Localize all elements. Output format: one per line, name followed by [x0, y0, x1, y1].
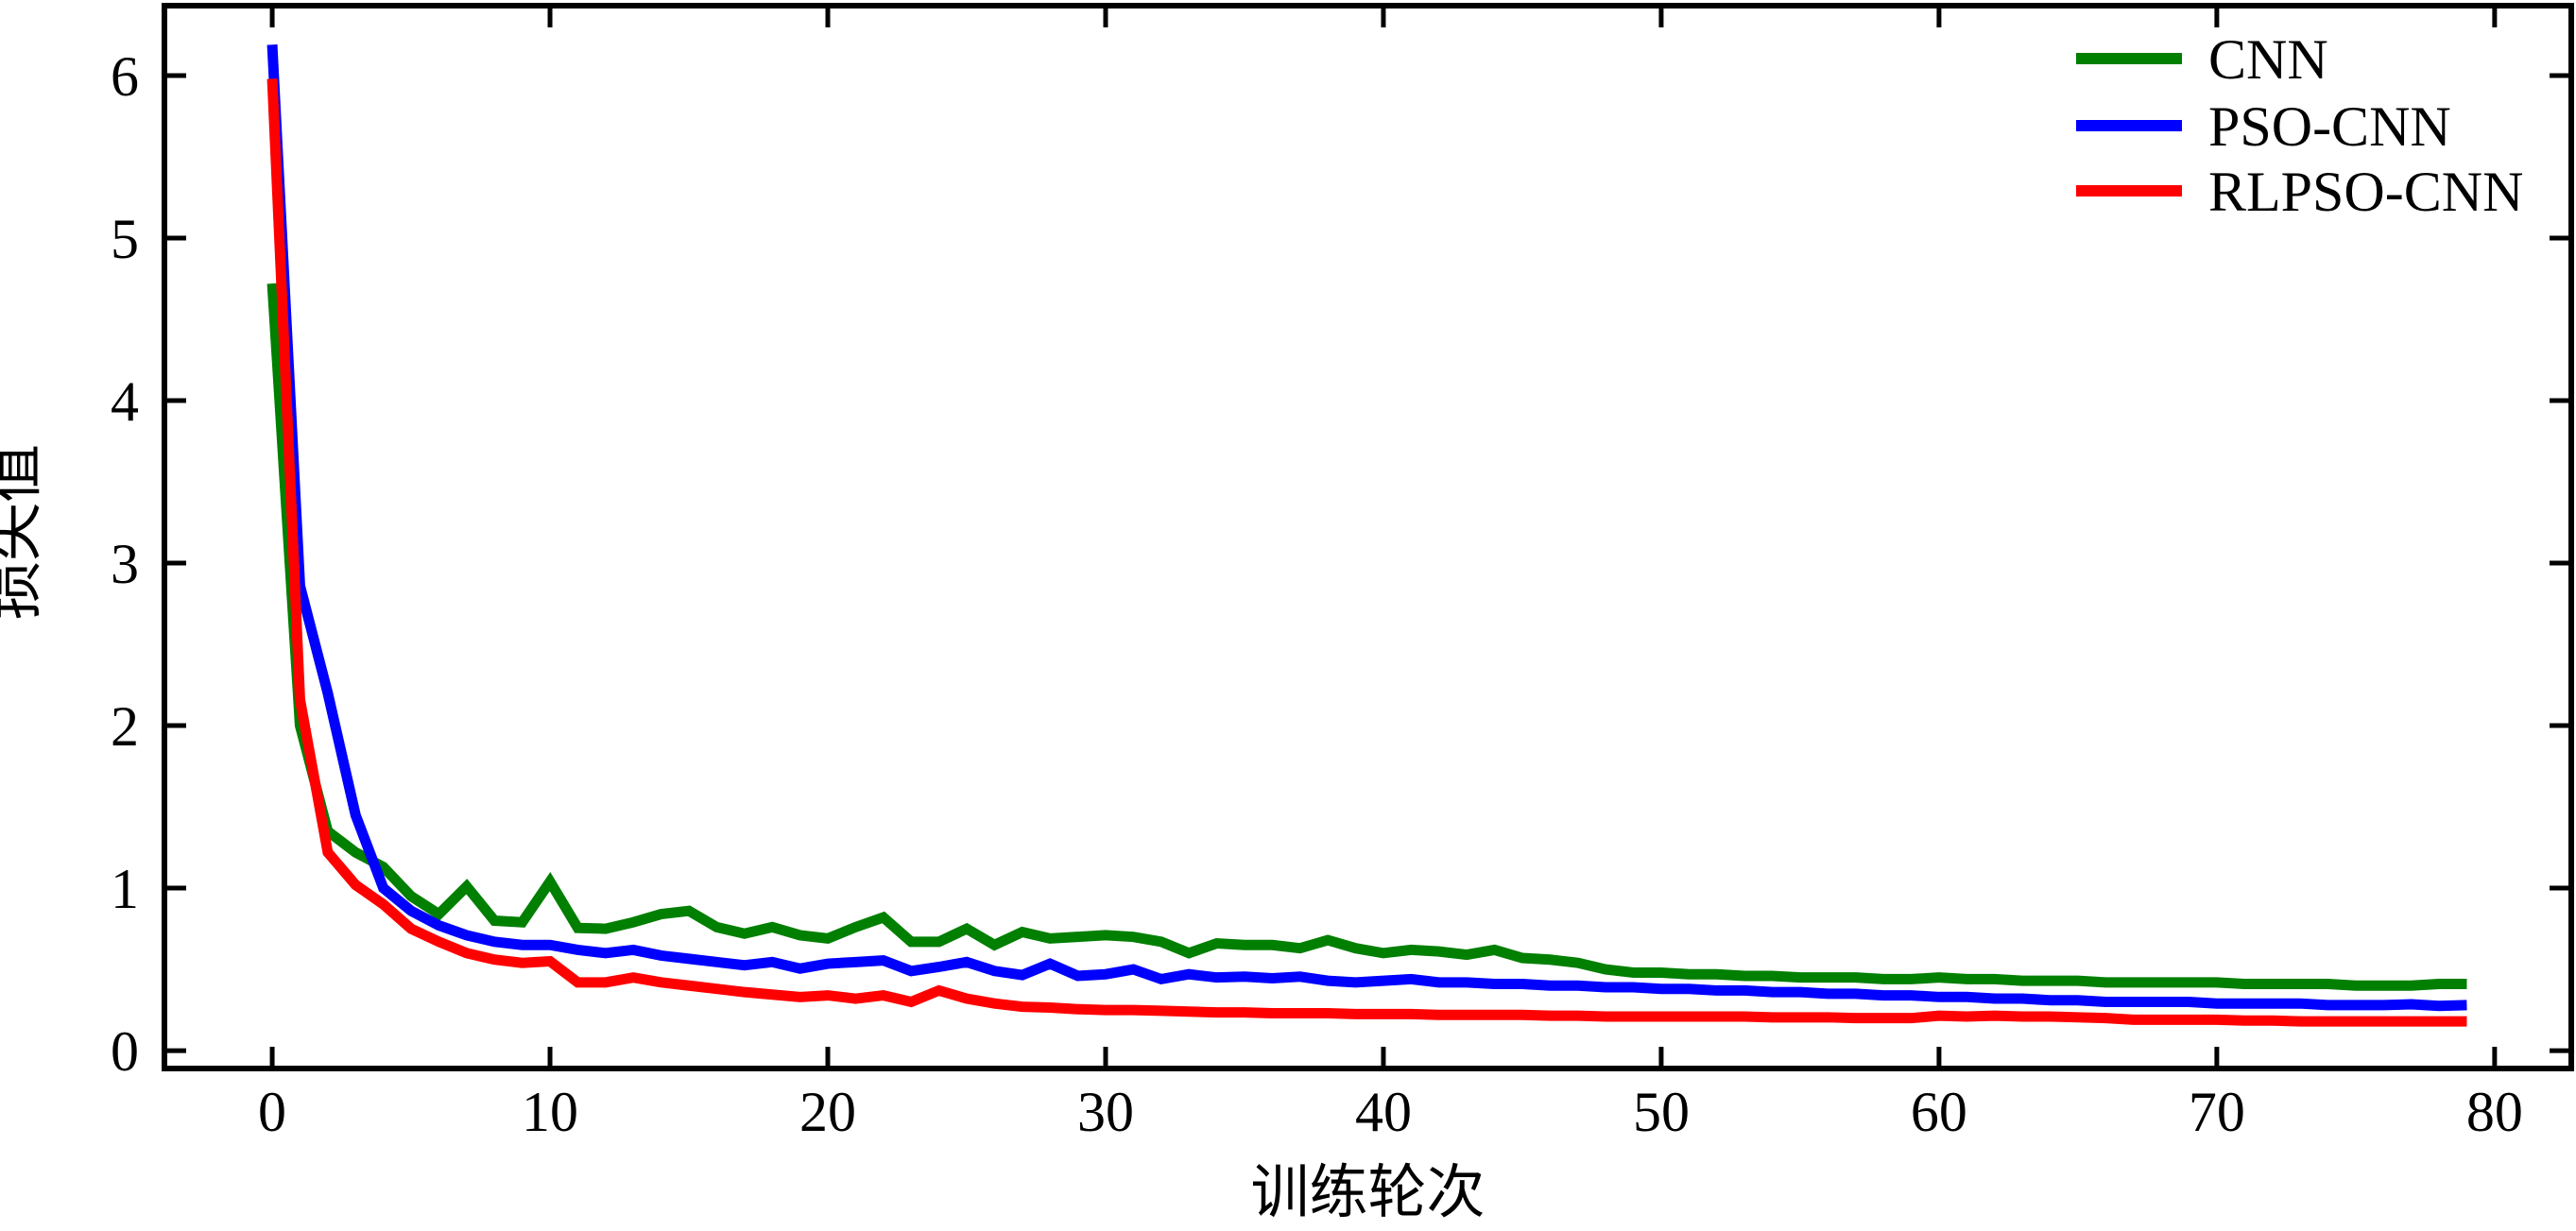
x-tick-label-20: 20 [799, 1081, 856, 1143]
y-tick-label-4: 4 [111, 370, 139, 433]
y-tick-label-1: 1 [111, 858, 139, 920]
series-lines [266, 44, 2467, 1027]
legend-item-RLPSO-CNN: RLPSO-CNN [2076, 161, 2523, 223]
y-tick-label-5: 5 [111, 208, 139, 270]
y-axis-title: 损失值 [0, 444, 47, 620]
y-tick-label-0: 0 [111, 1020, 139, 1083]
legend-label-CNN: CNN [2208, 28, 2328, 91]
x-tick-label-30: 30 [1077, 1081, 1134, 1143]
x-tick-label-40: 40 [1355, 1081, 1412, 1143]
series-line-RLPSO-CNN [266, 78, 2467, 1027]
legend-item-PSO-CNN: PSO-CNN [2076, 95, 2451, 158]
x-axis-title: 训练轮次 [1250, 1161, 1485, 1225]
plot-frame [162, 3, 2574, 1071]
legend-label-PSO-CNN: PSO-CNN [2208, 95, 2451, 158]
x-tick-label-10: 10 [522, 1081, 578, 1143]
axis-titles: 训练轮次 损失值 [0, 444, 1485, 1225]
axes-spines [162, 3, 2574, 1071]
y-tick-label-6: 6 [111, 45, 139, 108]
x-tick-label-80: 80 [2466, 1081, 2523, 1143]
series-line-PSO-CNN [266, 44, 2467, 1012]
y-tick-label-2: 2 [111, 695, 139, 758]
legend-item-CNN: CNN [2076, 28, 2328, 91]
legend-label-RLPSO-CNN: RLPSO-CNN [2208, 161, 2523, 223]
x-tick-label-50: 50 [1633, 1081, 1690, 1143]
axis-ticks [167, 9, 2568, 1066]
axis-tick-labels: 0 10 20 30 40 50 60 70 80 0 1 2 3 4 5 6 [111, 45, 2523, 1143]
x-tick-label-60: 60 [1911, 1081, 1967, 1143]
x-tick-label-0: 0 [258, 1081, 286, 1143]
x-tick-label-70: 70 [2189, 1081, 2245, 1143]
y-tick-label-3: 3 [111, 533, 139, 595]
series-line-CNN [266, 282, 2467, 991]
